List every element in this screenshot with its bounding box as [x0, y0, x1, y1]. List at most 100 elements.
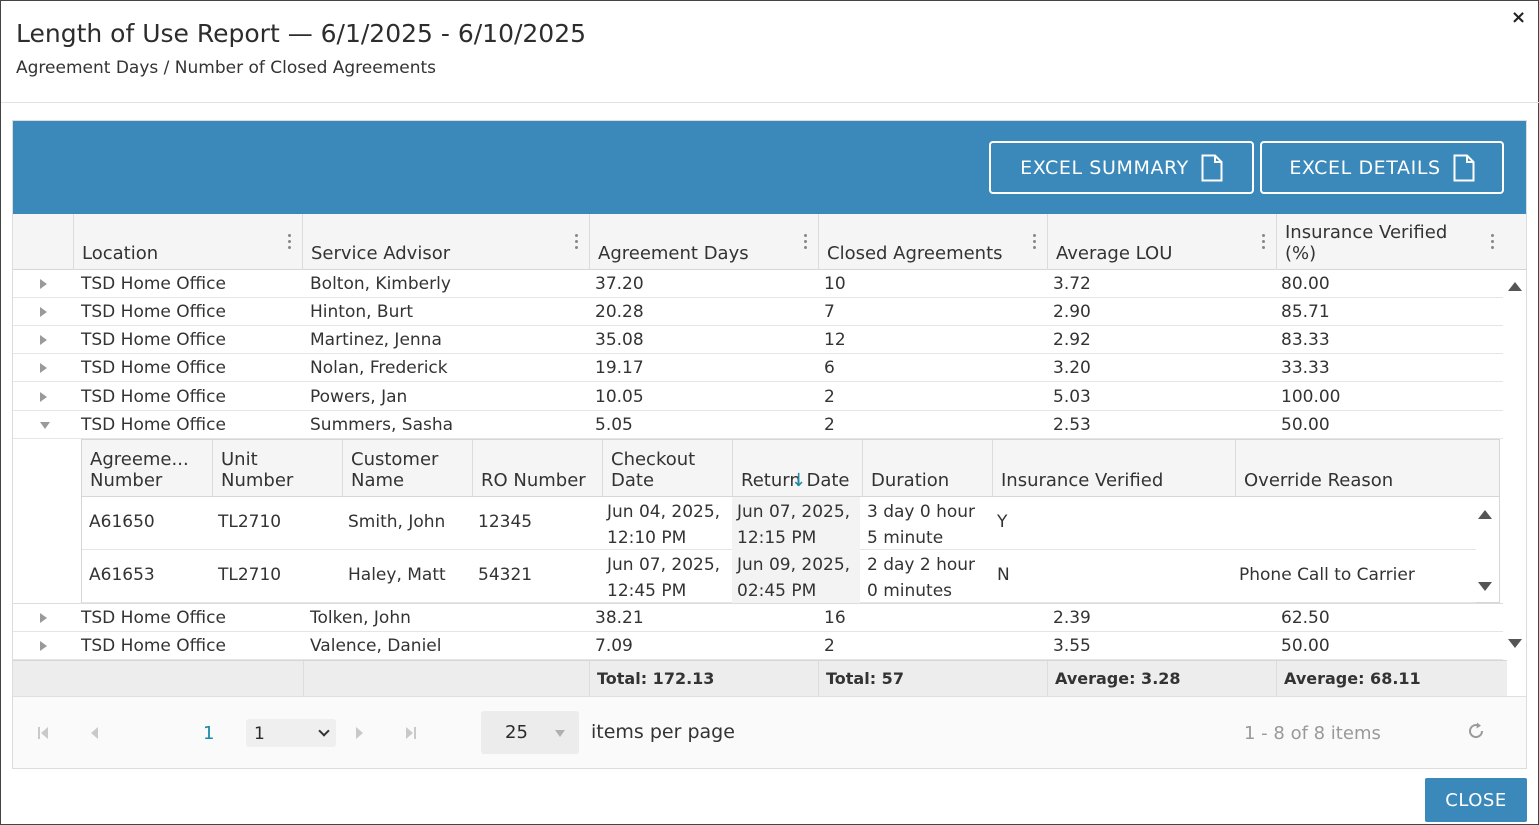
unit-cell: TL2710 [218, 512, 282, 532]
close-icon[interactable]: × [1511, 7, 1527, 28]
customer-cell: Haley, Matt [348, 565, 446, 585]
expand-icon[interactable] [40, 392, 47, 402]
detail-table-row[interactable]: A61650 TL2710 Smith, John 12345 Jun 04, … [82, 497, 1476, 550]
advisor-cell: Tolken, John [310, 608, 411, 628]
page-select-value: 1 [254, 724, 265, 744]
items-per-page-select[interactable]: 25 [481, 711, 579, 754]
chevron-down-icon [318, 725, 330, 737]
column-title: Service Advisor [311, 243, 451, 264]
dialog-title: Length of Use Report — 6/1/2025 - 6/10/2… [16, 19, 587, 48]
report-grid: EXCEL SUMMARY EXCEL DETAILS Location Ser… [12, 120, 1527, 769]
detail-scroll-down-icon[interactable] [1478, 582, 1492, 591]
advisor-cell: Martinez, Jenna [310, 330, 442, 350]
last-page-icon[interactable] [406, 727, 413, 739]
detail-header-ro-number[interactable]: RO Number [472, 440, 602, 497]
table-row[interactable]: TSD Home Office Powers, Jan 10.05 2 5.03… [13, 383, 1503, 411]
next-page-icon[interactable] [356, 727, 363, 739]
location-cell: TSD Home Office [81, 330, 226, 350]
pager: 1 1 25 items per page 1 - 8 of 8 items [13, 696, 1526, 768]
location-cell: TSD Home Office [81, 387, 226, 407]
table-row[interactable]: TSD Home Office Tolken, John 38.21 16 2.… [13, 604, 1503, 632]
grid-scroll-down-icon[interactable] [1508, 639, 1522, 648]
column-title: RO Number [481, 470, 586, 491]
expand-icon[interactable] [40, 613, 47, 623]
days-cell: 20.28 [595, 302, 644, 322]
location-cell: TSD Home Office [81, 636, 226, 656]
location-cell: TSD Home Office [81, 274, 226, 294]
column-title: Agreement Days [598, 243, 749, 264]
column-header-service-advisor[interactable]: Service Advisor [302, 214, 589, 270]
column-header-location[interactable]: Location [73, 214, 302, 270]
detail-table-row[interactable]: A61653 TL2710 Haley, Matt 54321 Jun 07, … [82, 550, 1476, 603]
closed-cell: 12 [824, 330, 846, 350]
table-row[interactable]: TSD Home Office Hinton, Burt 20.28 7 2.9… [13, 298, 1503, 326]
excel-summary-button[interactable]: EXCEL SUMMARY [989, 141, 1254, 194]
totals-row: Total: 172.13 Total: 57 Average: 3.28 Av… [13, 660, 1507, 697]
previous-page-icon[interactable] [91, 727, 98, 739]
expand-icon[interactable] [40, 641, 47, 651]
close-button[interactable]: CLOSE [1425, 778, 1527, 822]
column-menu-icon[interactable] [575, 234, 579, 252]
excel-details-button[interactable]: EXCEL DETAILS [1260, 141, 1504, 194]
column-header-closed-agreements[interactable]: Closed Agreements [818, 214, 1047, 270]
divider [818, 661, 819, 697]
return-cell: Jun 07, 2025, 12:15 PM [737, 502, 851, 548]
avg-cell: 3.20 [1053, 358, 1091, 378]
grid-scroll-up-icon[interactable] [1508, 282, 1522, 291]
column-title: Unit Number [221, 449, 294, 491]
page-select[interactable]: 1 [246, 719, 336, 747]
detail-header-customer-name[interactable]: Customer Name [342, 440, 472, 497]
advisor-cell: Nolan, Frederick [310, 358, 448, 378]
expand-icon[interactable] [40, 363, 47, 373]
advisor-cell: Hinton, Burt [310, 302, 414, 322]
excel-details-label: EXCEL DETAILS [1289, 156, 1441, 179]
customer-cell: Smith, John [348, 512, 446, 532]
insurance-cell: N [997, 565, 1010, 585]
detail-header-return-date[interactable]: Return Date ↓ [732, 440, 862, 497]
closed-cell: 7 [824, 302, 835, 322]
refresh-icon[interactable] [1466, 721, 1486, 741]
column-header-insurance-verified[interactable]: Insurance Verified (%) [1276, 214, 1505, 270]
column-header-agreement-days[interactable]: Agreement Days [589, 214, 818, 270]
items-per-page-value: 25 [505, 722, 528, 743]
current-page-link[interactable]: 1 [203, 723, 215, 744]
expand-icon[interactable] [40, 279, 47, 289]
column-menu-icon[interactable] [288, 234, 292, 252]
detail-header-override-reason[interactable]: Override Reason [1235, 440, 1478, 497]
table-row[interactable]: TSD Home Office Valence, Daniel 7.09 2 3… [13, 632, 1503, 660]
table-row[interactable]: TSD Home Office Nolan, Frederick 19.17 6… [13, 354, 1503, 382]
column-title: Closed Agreements [827, 243, 1003, 264]
detail-header-unit-number[interactable]: Unit Number [212, 440, 342, 497]
expand-icon[interactable] [40, 307, 47, 317]
closed-cell: 10 [824, 274, 846, 294]
column-header-row: Location Service Advisor Agreement Days … [13, 214, 1526, 270]
days-cell: 35.08 [595, 330, 644, 350]
expand-icon[interactable] [40, 335, 47, 345]
table-row[interactable]: TSD Home Office Bolton, Kimberly 37.20 1… [13, 270, 1503, 298]
column-menu-icon[interactable] [804, 234, 808, 252]
detail-header-agreement-number[interactable]: Agreeme... Number [82, 440, 212, 497]
document-icon [1201, 154, 1223, 181]
first-page-icon[interactable] [41, 727, 48, 739]
column-menu-icon[interactable] [1033, 234, 1037, 252]
unit-cell: TL2710 [218, 565, 282, 585]
column-title: Insurance Verified [1001, 470, 1164, 491]
duration-cell: 3 day 0 hour 5 minute [867, 502, 976, 548]
table-row[interactable]: TSD Home Office Martinez, Jenna 35.08 12… [13, 326, 1503, 354]
days-cell: 7.09 [595, 636, 633, 656]
column-menu-icon[interactable] [1262, 234, 1266, 252]
column-menu-icon[interactable] [1491, 234, 1495, 252]
sort-descending-icon[interactable]: ↓ [791, 470, 807, 491]
collapse-icon[interactable] [40, 422, 50, 429]
return-cell: Jun 09, 2025, 02:45 PM [737, 555, 851, 601]
insurance-cell: 33.33 [1281, 358, 1330, 378]
first-page-bar [38, 727, 40, 739]
detail-header-insurance-verified[interactable]: Insurance Verified [992, 440, 1235, 497]
column-header-average-lou[interactable]: Average LOU [1047, 214, 1276, 270]
detail-scroll-up-icon[interactable] [1478, 510, 1492, 519]
detail-header-duration[interactable]: Duration [862, 440, 992, 497]
location-cell: TSD Home Office [81, 358, 226, 378]
table-row-expanded[interactable]: TSD Home Office Summers, Sasha 5.05 2 2.… [13, 411, 1503, 439]
average-lou: Average: 3.28 [1055, 669, 1181, 688]
detail-header-checkout-date[interactable]: Checkout Date [602, 440, 732, 497]
